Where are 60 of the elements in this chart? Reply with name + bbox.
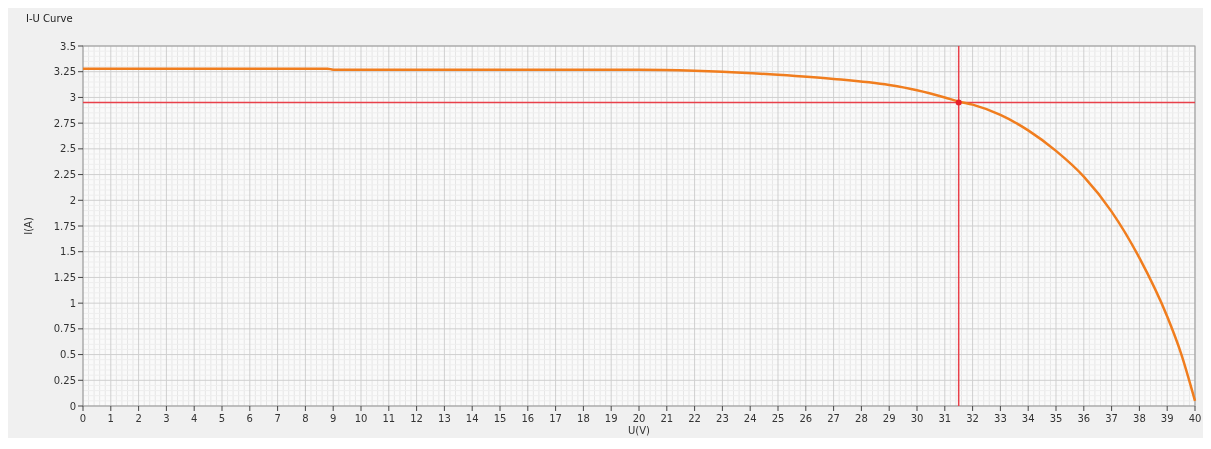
x-tick-label: 25 [771, 413, 785, 424]
x-tick-label: 40 [1188, 413, 1202, 424]
y-tick-label: 1 [69, 297, 76, 309]
y-tick-label: 2.75 [53, 117, 76, 129]
x-tick-label: 33 [994, 413, 1007, 424]
x-tick-label: 21 [660, 413, 674, 424]
x-tick-label: 37 [1105, 413, 1118, 424]
x-tick-label: 39 [1160, 413, 1174, 424]
y-tick-label: 1.5 [60, 246, 76, 258]
x-tick-label: 35 [1049, 413, 1063, 424]
line-series [81, 67, 1197, 403]
x-tick-label: 30 [910, 413, 924, 424]
x-tick-label: 9 [330, 413, 337, 424]
x-tick-label: 6 [246, 413, 253, 424]
x-tick-label: 1 [107, 413, 114, 424]
x-tick-label: 10 [354, 413, 368, 424]
y-tick-label: 1.25 [53, 271, 76, 283]
x-tick-label: 28 [855, 413, 868, 424]
x-tick-label: 29 [882, 413, 896, 424]
x-tick-label: 14 [465, 413, 479, 424]
x-axis-title: U(V) [628, 425, 651, 436]
y-tick-label: 3 [69, 91, 76, 103]
x-tick-label: 34 [1021, 413, 1035, 424]
y-tick-label: 2.25 [53, 169, 76, 181]
x-tick-label: 2 [135, 413, 142, 424]
x-tick-label: 5 [218, 413, 226, 424]
x-tick-label: 23 [716, 413, 729, 424]
x-tick-label: 12 [410, 413, 423, 424]
chart-title: I-U Curve [26, 13, 73, 24]
y-tick-label: 3.5 [60, 40, 76, 52]
x-tick-label: 7 [274, 413, 281, 424]
x-tick-label: 3 [163, 413, 170, 424]
y-tick-label: 0.75 [53, 323, 76, 335]
x-tick-label: 8 [302, 413, 309, 424]
x-tick-label: 16 [521, 413, 535, 424]
x-tick-label: 15 [493, 413, 507, 424]
y-axis-title: I(A) [23, 217, 34, 235]
x-tick-label: 4 [191, 413, 198, 424]
x-tick-label: 22 [688, 413, 701, 424]
x-tick-label: 13 [438, 413, 451, 424]
y-tick-label: 2.5 [60, 143, 76, 155]
x-tick-label: 24 [743, 413, 757, 424]
x-tick-label: 17 [549, 413, 562, 424]
x-tick-label: 11 [382, 413, 396, 424]
x-tick-label: 27 [827, 413, 840, 424]
y-tick-label: 0.5 [60, 349, 76, 361]
y-tick-label: 2 [69, 194, 76, 206]
x-tick-label: 36 [1077, 413, 1091, 424]
x-tick-label: 19 [604, 413, 618, 424]
x-tick-label: 38 [1133, 413, 1146, 424]
x-tick-label: 18 [577, 413, 590, 424]
y-tick-label: 0.25 [53, 374, 76, 386]
x-tick-label: 20 [632, 413, 646, 424]
y-tick-label: 0 [69, 400, 76, 412]
y-tick-label: 1.75 [53, 220, 76, 232]
y-tick-label: 3.25 [53, 66, 76, 78]
x-tick-label: 31 [938, 413, 952, 424]
x-tick-label: 26 [799, 413, 813, 424]
x-tick-label: 32 [966, 413, 979, 424]
x-tick-label: 0 [79, 413, 87, 424]
